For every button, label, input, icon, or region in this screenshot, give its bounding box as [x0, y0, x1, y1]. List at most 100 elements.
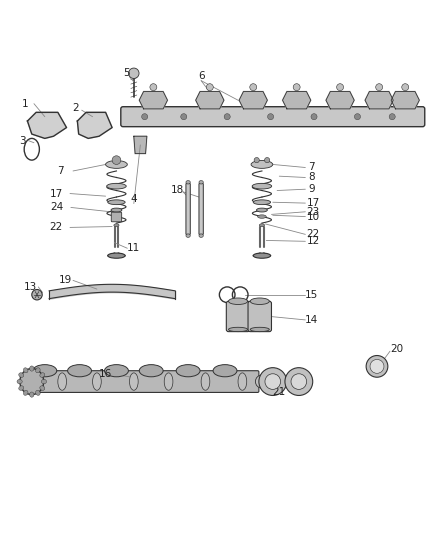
Text: 18: 18 [170, 185, 184, 195]
Ellipse shape [58, 373, 66, 390]
FancyBboxPatch shape [199, 183, 203, 235]
Text: 4: 4 [131, 194, 137, 204]
Ellipse shape [93, 373, 101, 390]
Text: 7: 7 [57, 166, 63, 176]
Text: 9: 9 [309, 184, 315, 194]
Ellipse shape [238, 373, 247, 390]
Polygon shape [134, 136, 147, 154]
Ellipse shape [30, 392, 34, 397]
Ellipse shape [108, 200, 125, 205]
Ellipse shape [253, 253, 271, 259]
Text: 2: 2 [72, 103, 79, 113]
Ellipse shape [68, 365, 91, 377]
Ellipse shape [30, 366, 34, 371]
Ellipse shape [257, 215, 266, 219]
Ellipse shape [111, 208, 122, 212]
Ellipse shape [259, 224, 264, 227]
Ellipse shape [186, 181, 190, 184]
Ellipse shape [199, 234, 203, 237]
Circle shape [150, 84, 157, 91]
Circle shape [336, 84, 343, 91]
Ellipse shape [164, 373, 173, 390]
Ellipse shape [19, 373, 24, 377]
Ellipse shape [201, 373, 210, 390]
Ellipse shape [257, 208, 267, 212]
Text: 10: 10 [307, 212, 320, 222]
Circle shape [293, 84, 300, 91]
Ellipse shape [40, 386, 45, 390]
Polygon shape [77, 112, 112, 139]
Ellipse shape [250, 298, 269, 304]
Text: 22: 22 [306, 229, 320, 239]
FancyBboxPatch shape [39, 371, 259, 392]
Ellipse shape [139, 365, 163, 377]
FancyBboxPatch shape [248, 301, 271, 332]
Ellipse shape [251, 160, 273, 168]
Ellipse shape [199, 181, 203, 184]
Polygon shape [365, 92, 393, 109]
Circle shape [389, 114, 395, 120]
Circle shape [112, 156, 121, 165]
Text: 20: 20 [390, 344, 403, 354]
FancyBboxPatch shape [111, 212, 121, 222]
Ellipse shape [108, 253, 125, 259]
FancyBboxPatch shape [226, 301, 250, 332]
Text: 15: 15 [305, 290, 319, 300]
Text: 3: 3 [19, 135, 25, 146]
Polygon shape [139, 92, 167, 109]
Ellipse shape [176, 365, 200, 377]
Ellipse shape [106, 160, 127, 168]
Ellipse shape [250, 327, 269, 332]
Text: 6: 6 [198, 71, 205, 82]
Text: 14: 14 [305, 315, 319, 325]
Circle shape [376, 84, 383, 91]
Ellipse shape [42, 379, 47, 384]
Circle shape [128, 68, 139, 78]
Ellipse shape [24, 390, 28, 395]
Circle shape [142, 114, 148, 120]
Text: 19: 19 [59, 276, 72, 285]
Ellipse shape [213, 365, 237, 377]
Circle shape [250, 84, 257, 91]
Text: 17: 17 [306, 198, 320, 208]
Ellipse shape [229, 327, 248, 332]
Text: 12: 12 [306, 236, 320, 246]
Circle shape [32, 289, 42, 300]
Circle shape [354, 114, 361, 120]
Circle shape [259, 368, 287, 395]
Ellipse shape [129, 373, 138, 390]
Text: 22: 22 [49, 222, 62, 232]
Text: 24: 24 [50, 203, 63, 213]
Circle shape [254, 158, 259, 163]
Polygon shape [283, 92, 311, 109]
Ellipse shape [19, 386, 24, 390]
Circle shape [181, 114, 187, 120]
Polygon shape [326, 92, 354, 109]
Text: 5: 5 [123, 68, 130, 78]
Circle shape [285, 368, 313, 395]
Text: 16: 16 [99, 369, 112, 379]
Text: 13: 13 [24, 282, 38, 292]
FancyBboxPatch shape [121, 107, 425, 127]
Circle shape [402, 84, 409, 91]
Text: 11: 11 [127, 243, 140, 253]
Circle shape [224, 114, 230, 120]
Ellipse shape [35, 368, 40, 373]
Ellipse shape [229, 298, 248, 304]
Ellipse shape [104, 365, 128, 377]
Circle shape [291, 374, 307, 390]
Circle shape [366, 356, 388, 377]
Ellipse shape [255, 375, 268, 388]
Ellipse shape [33, 365, 57, 377]
Circle shape [206, 84, 213, 91]
Ellipse shape [253, 200, 271, 205]
Polygon shape [239, 92, 267, 109]
Circle shape [267, 114, 274, 120]
Circle shape [370, 359, 384, 373]
Ellipse shape [252, 183, 272, 189]
Ellipse shape [107, 183, 126, 189]
Ellipse shape [40, 373, 45, 377]
Text: 23: 23 [306, 207, 320, 217]
Text: 21: 21 [272, 386, 285, 397]
Circle shape [264, 158, 270, 163]
